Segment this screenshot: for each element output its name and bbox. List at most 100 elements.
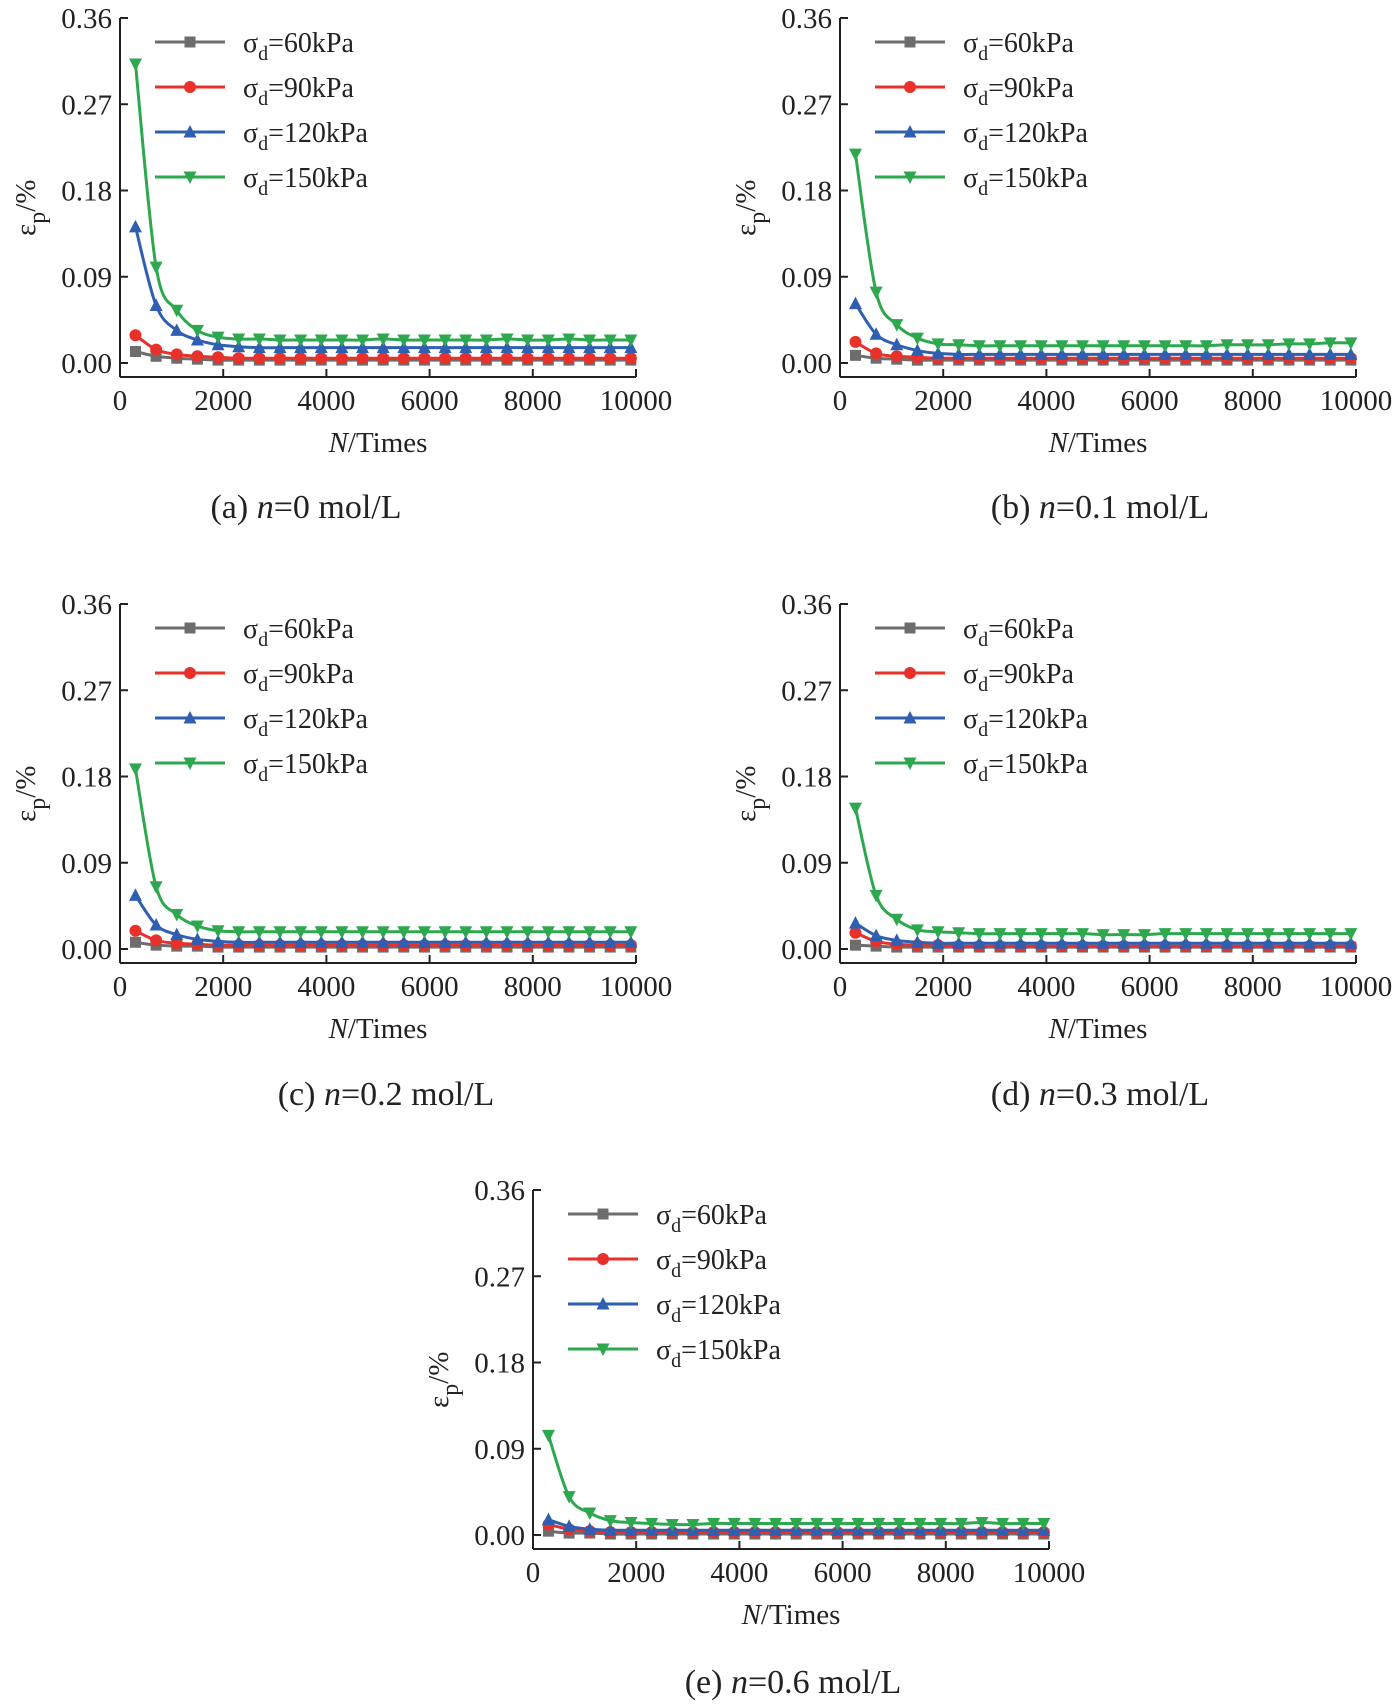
- chart-panel-c: 0.00 0.09 0.18 0.27 0.36 0 2000 4000 6000 8000 100…: [10, 589, 672, 1113]
- legend-marker: [597, 1208, 609, 1220]
- data-point: [1158, 936, 1172, 949]
- data-point: [890, 319, 904, 332]
- data-point: [1096, 936, 1110, 949]
- y-axis-label: εp/%: [730, 766, 771, 822]
- data-point: [356, 935, 370, 948]
- y-tick-label: 0.36: [781, 589, 832, 621]
- data-point: [129, 329, 142, 342]
- data-point: [665, 1518, 679, 1532]
- data-point: [376, 340, 390, 354]
- data-point: [993, 347, 1007, 360]
- data-point: [149, 261, 163, 275]
- legend-marker: [904, 36, 916, 48]
- legend-label-subscript: d: [258, 178, 268, 200]
- data-point: [212, 351, 225, 364]
- legend-label-value: =90kPa: [268, 659, 354, 690]
- y-axis-label-subscript: p: [745, 212, 771, 224]
- data-point: [541, 1429, 555, 1443]
- caption-var: n: [1039, 489, 1056, 526]
- y-axis-label: εp/%: [423, 1352, 464, 1408]
- data-point: [603, 935, 617, 948]
- y-tick-label: 0.09: [781, 848, 832, 880]
- y-axis-label-unit: /%: [730, 180, 762, 212]
- series-line: [133, 63, 631, 342]
- legend-label-value: =90kPa: [988, 659, 1074, 690]
- x-tick-label: 8000: [504, 385, 562, 417]
- data-point: [252, 340, 266, 354]
- data-point: [521, 334, 535, 347]
- data-point: [1117, 936, 1131, 949]
- series-line: [134, 226, 631, 350]
- legend-label-value: =150kPa: [681, 1335, 781, 1366]
- legend-marker: [184, 36, 196, 48]
- data-point: [1055, 347, 1069, 360]
- y-tick-label: 0.00: [61, 934, 112, 966]
- legend-label-value: =60kPa: [681, 1200, 767, 1231]
- data-point: [624, 1517, 638, 1530]
- x-tick-label: 6000: [1121, 385, 1179, 417]
- legend-marker: [903, 125, 917, 138]
- data-point: [149, 298, 163, 311]
- data-point: [129, 924, 142, 937]
- data-point: [542, 352, 555, 365]
- data-point: [910, 924, 924, 937]
- data-point: [562, 352, 575, 365]
- data-point: [562, 340, 576, 354]
- data-point: [1158, 928, 1172, 941]
- y-tick-label: 0.36: [61, 589, 112, 621]
- legend-label: σd=60kPa: [656, 1200, 767, 1237]
- x-tick-label: 2000: [914, 971, 972, 1003]
- legend-label-symbol: σ: [243, 28, 258, 59]
- y-tick-label: 0.00: [781, 348, 832, 380]
- data-point: [190, 324, 204, 338]
- data-point: [149, 918, 163, 931]
- legend-label-value: =90kPa: [681, 1245, 767, 1276]
- y-tick-label: 0.09: [61, 848, 112, 880]
- data-point: [335, 352, 348, 365]
- data-point: [521, 926, 535, 939]
- legend-label: σd=90kPa: [243, 659, 354, 696]
- legend-marker: [903, 171, 917, 184]
- data-point: [604, 352, 617, 365]
- x-tick-label: 4000: [710, 1557, 768, 1589]
- data-point: [397, 926, 411, 939]
- y-tick-label: 0.00: [474, 1520, 525, 1552]
- series-line: [853, 153, 1351, 348]
- legend-label-subscript: d: [671, 1215, 681, 1237]
- x-axis-label-unit: /Times: [348, 1013, 428, 1045]
- y-axis-label-symbol: ε: [730, 810, 762, 822]
- data-point: [232, 333, 246, 347]
- x-tick-label: 2000: [914, 385, 972, 417]
- legend-label: σd=120kPa: [963, 118, 1088, 155]
- data-point: [848, 802, 862, 816]
- data-point: [1344, 347, 1358, 360]
- data-point: [500, 935, 514, 948]
- data-point: [993, 936, 1007, 949]
- legend-label-value: =60kPa: [988, 28, 1074, 59]
- y-tick-label: 0.18: [61, 762, 112, 794]
- legend-label-symbol: σ: [243, 614, 258, 645]
- data-point: [479, 926, 493, 939]
- data-point: [1158, 347, 1172, 360]
- data-point: [294, 352, 307, 365]
- data-point: [500, 926, 514, 939]
- y-tick-label: 0.36: [781, 3, 832, 35]
- series-2: [848, 296, 1358, 360]
- y-axis-label-unit: /%: [423, 1352, 455, 1384]
- data-point: [624, 352, 637, 365]
- x-axis-label-unit: /Times: [348, 427, 428, 459]
- x-tick-label: 10000: [1320, 385, 1393, 417]
- caption-var: n: [1039, 1076, 1056, 1113]
- data-point: [1055, 928, 1069, 941]
- legend-label: σd=120kPa: [243, 118, 368, 155]
- data-point: [459, 334, 473, 347]
- x-tick-label: 10000: [1013, 1557, 1086, 1589]
- data-point: [1241, 928, 1255, 941]
- data-point: [417, 926, 431, 939]
- legend-label: σd=60kPa: [243, 614, 354, 651]
- chart-panel-e: 0.00 0.09 0.18 0.27 0.36 0 2000 4000 6000 8000 100…: [423, 1175, 1085, 1701]
- y-axis-label-symbol: ε: [730, 224, 762, 236]
- data-point: [1282, 338, 1296, 351]
- legend-label-value: =120kPa: [681, 1290, 781, 1321]
